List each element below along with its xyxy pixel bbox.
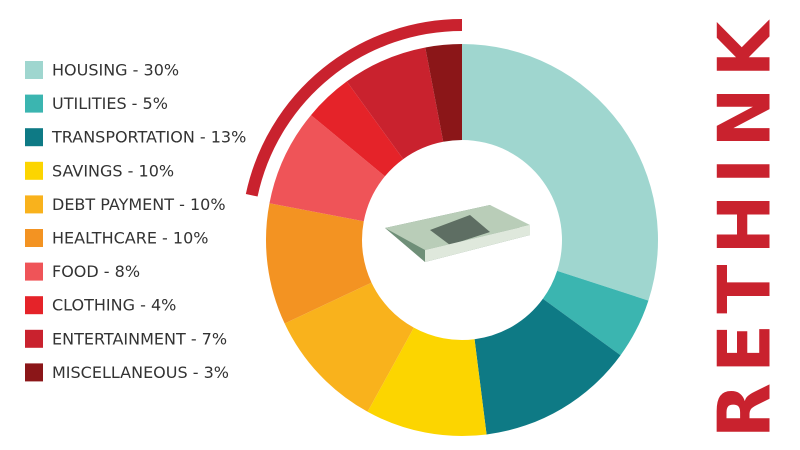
legend-label: UTILITIES - 5% [52, 94, 168, 113]
money-icon [385, 205, 530, 262]
legend-swatch [25, 161, 43, 180]
legend-swatch [25, 262, 43, 281]
slice [269, 115, 385, 222]
legend-label: DEBT PAYMENT - 10% [52, 195, 226, 214]
legend-swatch [25, 363, 43, 382]
slice [474, 298, 621, 435]
slice [266, 203, 372, 324]
slice [346, 47, 444, 160]
legend-label: TRANSPORTATION - 13% [51, 128, 246, 147]
slice [284, 282, 414, 412]
slice [367, 327, 487, 436]
legend-label: HOUSING - 30% [52, 61, 179, 80]
accent-arc [245, 19, 463, 197]
legend-label: FOOD - 8% [52, 262, 140, 281]
slice [542, 270, 649, 356]
legend-swatch [25, 229, 43, 247]
legend-label: ENTERTAINMENT - 7% [52, 329, 227, 348]
legend-label: HEALTHCARE - 10% [52, 229, 208, 248]
legend: HOUSING - 30% UTILITIES - 5% TRANSPORTATIO… [25, 61, 246, 382]
legend-swatch [25, 61, 43, 79]
legend-swatch [25, 94, 43, 113]
slice [462, 44, 658, 301]
legend-swatch [25, 329, 43, 348]
legend-swatch [25, 296, 43, 315]
slice [310, 81, 404, 177]
legend-label: CLOTHING - 4% [52, 296, 176, 315]
donut [266, 44, 658, 436]
slice [425, 44, 462, 142]
logo: RETHINK [703, 12, 787, 439]
legend-label: MISCELLANEOUS - 3% [52, 363, 229, 382]
legend-label: SAVINGS - 10% [52, 161, 174, 180]
legend-swatch [25, 195, 43, 214]
legend-swatch [25, 128, 43, 147]
